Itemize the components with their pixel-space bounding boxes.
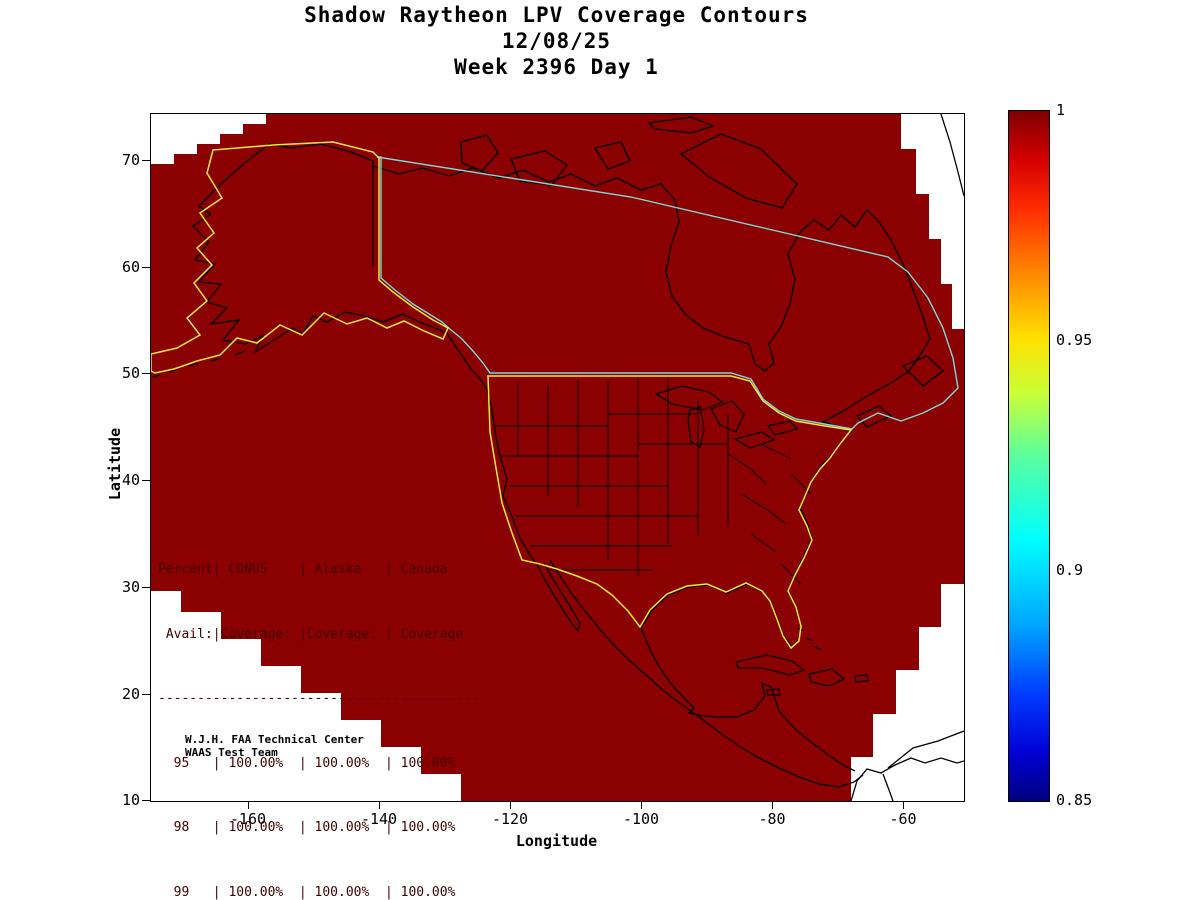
coastline-west bbox=[152, 143, 864, 788]
canada-coverage-contour bbox=[376, 156, 959, 430]
x-tick-label: -160 bbox=[229, 810, 267, 828]
x-tick-mark bbox=[248, 801, 249, 809]
credit-text: W.J.H. FAA Technical Center WAAS Test Te… bbox=[185, 733, 364, 759]
y-tick-label: 30 bbox=[121, 578, 140, 596]
coastline-east bbox=[640, 430, 856, 772]
y-tick-mark bbox=[142, 694, 150, 695]
y-tick-mark bbox=[142, 160, 150, 161]
y-tick-label: 60 bbox=[121, 258, 140, 276]
x-tick-mark bbox=[903, 801, 904, 809]
x-tick-label: -100 bbox=[622, 810, 660, 828]
y-tick-label: 20 bbox=[121, 685, 140, 703]
figure-title-block: Shadow Raytheon LPV Coverage Contours 12… bbox=[150, 2, 963, 80]
y-tick-mark bbox=[142, 373, 150, 374]
y-tick-mark bbox=[142, 587, 150, 588]
figure-title: Shadow Raytheon LPV Coverage Contours bbox=[304, 3, 809, 27]
table-subheader-row: Avail:|Coverage: |Coverage: | Coverage bbox=[158, 626, 464, 642]
x-tick-label: -140 bbox=[360, 810, 398, 828]
x-tick-label: -120 bbox=[491, 810, 529, 828]
y-axis-label: Latitude bbox=[106, 427, 124, 501]
colorbar-label-085: 0.85 bbox=[1056, 791, 1093, 809]
x-tick-mark bbox=[379, 801, 380, 809]
conus-coverage-contour bbox=[487, 375, 853, 650]
y-tick-label: 70 bbox=[121, 151, 140, 169]
x-tick-label: -60 bbox=[889, 810, 917, 828]
colorbar-label-1: 1 bbox=[1056, 101, 1066, 119]
y-tick-mark bbox=[142, 800, 150, 801]
credit-line-1: W.J.H. FAA Technical Center bbox=[185, 733, 364, 746]
map-plot-area bbox=[150, 113, 965, 802]
y-tick-label: 50 bbox=[121, 364, 140, 382]
state-boundaries bbox=[495, 377, 812, 585]
x-tick-mark bbox=[510, 801, 511, 809]
coverage-map-svg bbox=[151, 114, 964, 801]
figure-date: 12/08/25 bbox=[501, 29, 612, 53]
y-tick-label: 40 bbox=[121, 471, 140, 489]
table-row-98: 98 | 100.00% | 100.00% | 100.00% bbox=[158, 820, 456, 835]
south-america-coast bbox=[850, 730, 964, 801]
great-lakes bbox=[654, 385, 799, 449]
x-axis-label: Longitude bbox=[515, 832, 598, 850]
coastline-canada bbox=[372, 161, 931, 432]
x-tick-label: -80 bbox=[758, 810, 786, 828]
y-tick-mark bbox=[142, 267, 150, 268]
table-divider-row: ----------------------------------------… bbox=[158, 691, 479, 706]
colorbar-label-095: 0.95 bbox=[1056, 331, 1093, 349]
colorbar bbox=[1008, 110, 1050, 802]
alaska-coverage-contour bbox=[151, 141, 449, 374]
table-header-row: Percent| CONUS | Alaska | Canada bbox=[158, 562, 448, 577]
x-tick-mark bbox=[772, 801, 773, 809]
credit-line-2: WAAS Test Team bbox=[185, 746, 278, 759]
arctic-islands bbox=[460, 114, 964, 428]
coverage-stats-table: Percent| CONUS | Alaska | Canada Avail:|… bbox=[158, 516, 479, 900]
table-row-95: 95 | 100.00% | 100.00% | 100.00% bbox=[158, 755, 456, 771]
table-row-99: 99 | 100.00% | 100.00% | 100.00% bbox=[158, 884, 456, 900]
colorbar-label-09: 0.9 bbox=[1056, 561, 1084, 579]
y-tick-mark bbox=[142, 480, 150, 481]
coverage-region bbox=[151, 114, 964, 801]
x-tick-mark bbox=[641, 801, 642, 809]
y-tick-label: 10 bbox=[121, 791, 140, 809]
figure-week-day: Week 2396 Day 1 bbox=[454, 55, 659, 79]
